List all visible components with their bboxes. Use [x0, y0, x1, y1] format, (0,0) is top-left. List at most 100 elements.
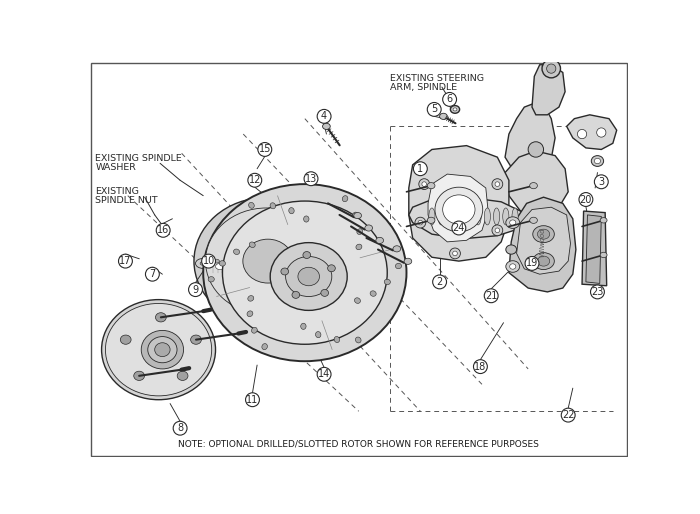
Circle shape — [188, 283, 202, 297]
Text: 17: 17 — [119, 256, 132, 266]
Ellipse shape — [281, 268, 288, 275]
Text: 5: 5 — [431, 104, 438, 115]
Ellipse shape — [238, 271, 253, 280]
Ellipse shape — [323, 123, 330, 130]
Polygon shape — [505, 151, 568, 215]
Circle shape — [419, 179, 430, 190]
Ellipse shape — [203, 184, 407, 361]
Text: 15: 15 — [258, 144, 271, 155]
Ellipse shape — [248, 296, 254, 301]
Text: 7: 7 — [149, 269, 155, 279]
Ellipse shape — [442, 195, 475, 224]
Circle shape — [304, 172, 318, 186]
Text: 16: 16 — [157, 225, 169, 235]
Ellipse shape — [155, 313, 167, 322]
Ellipse shape — [232, 263, 241, 269]
Ellipse shape — [530, 217, 538, 224]
Text: EXISTING: EXISTING — [95, 187, 139, 196]
Ellipse shape — [357, 229, 363, 234]
Circle shape — [248, 173, 262, 187]
Polygon shape — [428, 174, 488, 242]
Ellipse shape — [450, 105, 460, 113]
Ellipse shape — [435, 187, 483, 232]
Circle shape — [442, 93, 456, 106]
Ellipse shape — [393, 246, 400, 252]
Text: 9: 9 — [193, 285, 199, 295]
Ellipse shape — [194, 197, 339, 325]
Ellipse shape — [354, 298, 360, 303]
Circle shape — [414, 162, 427, 176]
Ellipse shape — [234, 249, 239, 254]
Ellipse shape — [177, 371, 188, 380]
Text: 6: 6 — [447, 95, 453, 104]
Ellipse shape — [506, 245, 517, 254]
Ellipse shape — [538, 256, 550, 266]
Ellipse shape — [120, 335, 131, 344]
Ellipse shape — [429, 208, 435, 225]
Ellipse shape — [223, 201, 387, 344]
Polygon shape — [532, 65, 565, 115]
Ellipse shape — [316, 332, 321, 338]
Ellipse shape — [453, 108, 457, 111]
Ellipse shape — [214, 259, 219, 263]
Text: 24: 24 — [453, 223, 465, 233]
Ellipse shape — [286, 256, 332, 297]
Ellipse shape — [304, 216, 309, 222]
Ellipse shape — [208, 277, 214, 282]
Ellipse shape — [384, 279, 391, 285]
Ellipse shape — [270, 243, 347, 310]
Ellipse shape — [356, 337, 361, 343]
Circle shape — [258, 142, 272, 156]
Circle shape — [525, 256, 539, 270]
Circle shape — [317, 368, 331, 381]
Circle shape — [596, 128, 606, 137]
Text: 23: 23 — [592, 287, 603, 297]
Ellipse shape — [216, 263, 225, 269]
Polygon shape — [409, 197, 524, 239]
Ellipse shape — [475, 208, 481, 225]
Ellipse shape — [148, 337, 177, 363]
Ellipse shape — [510, 220, 516, 225]
Ellipse shape — [356, 244, 362, 250]
Text: WASHER: WASHER — [95, 162, 136, 172]
Ellipse shape — [328, 265, 335, 272]
Ellipse shape — [438, 208, 444, 225]
Polygon shape — [582, 211, 607, 286]
Text: 2: 2 — [437, 277, 442, 287]
Text: SPINDLE NUT: SPINDLE NUT — [95, 196, 158, 205]
Text: 3: 3 — [598, 177, 604, 187]
Ellipse shape — [106, 303, 211, 396]
Circle shape — [118, 254, 132, 268]
Circle shape — [561, 408, 575, 422]
Text: 20: 20 — [580, 194, 592, 205]
Ellipse shape — [228, 260, 246, 272]
Ellipse shape — [155, 343, 170, 357]
Ellipse shape — [506, 217, 519, 228]
Circle shape — [433, 275, 447, 289]
Circle shape — [453, 251, 457, 256]
Ellipse shape — [249, 242, 256, 248]
Circle shape — [422, 182, 426, 187]
Ellipse shape — [427, 217, 435, 224]
Ellipse shape — [334, 337, 340, 342]
Ellipse shape — [220, 254, 235, 264]
Ellipse shape — [342, 196, 348, 201]
Ellipse shape — [230, 266, 249, 279]
Ellipse shape — [270, 203, 276, 209]
Ellipse shape — [234, 269, 257, 283]
Circle shape — [579, 193, 593, 207]
Polygon shape — [586, 215, 601, 283]
Circle shape — [246, 393, 260, 407]
Ellipse shape — [365, 225, 372, 231]
Text: 14: 14 — [318, 369, 330, 379]
Ellipse shape — [427, 182, 435, 189]
Ellipse shape — [190, 335, 202, 344]
Ellipse shape — [200, 262, 206, 265]
Circle shape — [449, 248, 461, 259]
Ellipse shape — [292, 291, 300, 298]
Ellipse shape — [353, 212, 358, 218]
Ellipse shape — [262, 343, 267, 350]
Ellipse shape — [102, 300, 216, 400]
Ellipse shape — [530, 182, 538, 189]
Ellipse shape — [466, 208, 472, 225]
